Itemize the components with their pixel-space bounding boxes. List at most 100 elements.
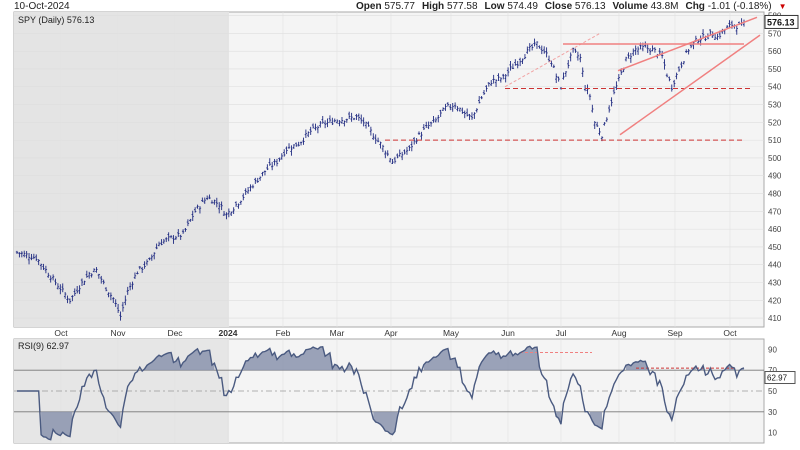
price-bar [215, 197, 219, 208]
price-bar [482, 89, 486, 95]
price-bar [490, 80, 493, 86]
price-bar [270, 161, 274, 171]
channel-dashed-line [504, 32, 601, 88]
price-bar [30, 253, 33, 261]
price-bar [37, 259, 40, 266]
x-tick-label: May [443, 328, 460, 338]
price-bar [227, 208, 231, 218]
rsi-oversold-fill [589, 411, 602, 429]
price-bar [530, 43, 534, 51]
price-bar [716, 33, 719, 41]
price-bar [169, 235, 173, 239]
price-bar [364, 121, 368, 129]
price-bar [477, 96, 481, 104]
rsi-tick-label: 90 [768, 345, 777, 354]
price-bar [420, 131, 423, 140]
price-bar [59, 284, 62, 295]
price-tick-label: 530 [768, 101, 782, 110]
price-bar [39, 263, 43, 270]
price-bar [670, 84, 673, 92]
price-bar [208, 194, 211, 200]
last-price-tag: 576.13 [767, 17, 795, 27]
price-bar [230, 211, 233, 217]
ohlc-close: Close 576.13 [544, 1, 606, 12]
price-bar [677, 66, 681, 72]
price-bar [71, 295, 74, 302]
price-bar [410, 141, 413, 152]
price-bar [516, 60, 519, 69]
price-bar [222, 210, 226, 217]
price-bar [331, 117, 334, 126]
rising-wedge-upper-line [617, 16, 758, 72]
price-tick-label: 460 [768, 225, 782, 234]
rsi-tick-label: 70 [768, 366, 777, 375]
price-bar [42, 263, 45, 271]
price-bar [542, 46, 546, 54]
ohlc-strip: Open 575.77 High 577.58 Low 574.49 Close 57… [356, 1, 787, 12]
price-bar [119, 311, 122, 321]
price-bar [340, 117, 344, 124]
price-bar [408, 145, 411, 151]
rsi-line [17, 345, 745, 441]
chart-date: 10-Oct-2024 [14, 1, 70, 12]
price-tick-label: 450 [768, 243, 782, 252]
price-bar [196, 204, 199, 209]
price-bar [234, 201, 238, 207]
price-bar [23, 250, 26, 258]
price-bar [470, 112, 474, 120]
price-bar [547, 55, 551, 63]
price-bar [485, 85, 488, 92]
price-bar [287, 143, 291, 149]
price-bar [321, 115, 324, 124]
price-bar [83, 280, 86, 285]
price-bar [232, 207, 235, 215]
price-bar [381, 144, 385, 153]
price-bar [309, 126, 312, 135]
price-bar [280, 153, 284, 160]
price-bar [675, 72, 678, 80]
price-bar [191, 210, 194, 221]
price-bar [685, 49, 688, 54]
price-bar [504, 74, 507, 83]
price-bar [160, 239, 163, 246]
price-bar [672, 79, 676, 88]
price-bar [68, 298, 72, 304]
price-tick-label: 540 [768, 83, 782, 92]
price-bar [497, 73, 500, 81]
x-tick-label: Oct [723, 328, 737, 338]
price-bar [172, 235, 175, 244]
price-bar [521, 58, 524, 65]
price-bar [627, 52, 630, 59]
price-bar [205, 195, 209, 201]
price-bar [338, 120, 341, 127]
price-bar [502, 73, 505, 80]
price-bar [468, 113, 471, 120]
price-bar [567, 59, 570, 69]
price-bar [251, 184, 255, 189]
price-bar [441, 107, 445, 112]
price-bar [475, 108, 478, 113]
price-bar [400, 151, 404, 161]
price-bar [210, 200, 214, 204]
price-bar [20, 251, 24, 258]
price-bar [713, 33, 717, 40]
price-bar [538, 45, 541, 49]
rsi-value-tag: 62.97 [767, 374, 788, 383]
price-bar [514, 59, 517, 66]
x-tick-label: Jul [556, 328, 567, 338]
price-bar [75, 285, 79, 294]
price-bar [184, 227, 187, 232]
price-bar [44, 265, 48, 274]
price-bar [292, 144, 296, 150]
price-bar [552, 64, 556, 68]
price-bar [307, 131, 310, 138]
shaded-region [14, 12, 229, 327]
price-bar [355, 113, 358, 121]
x-tick-label: Apr [384, 328, 397, 338]
price-bar [668, 76, 671, 82]
price-bar [213, 199, 216, 205]
price-bar [526, 46, 529, 54]
price-bar [379, 141, 382, 149]
price-bar [140, 266, 144, 273]
price-bar [193, 207, 197, 213]
